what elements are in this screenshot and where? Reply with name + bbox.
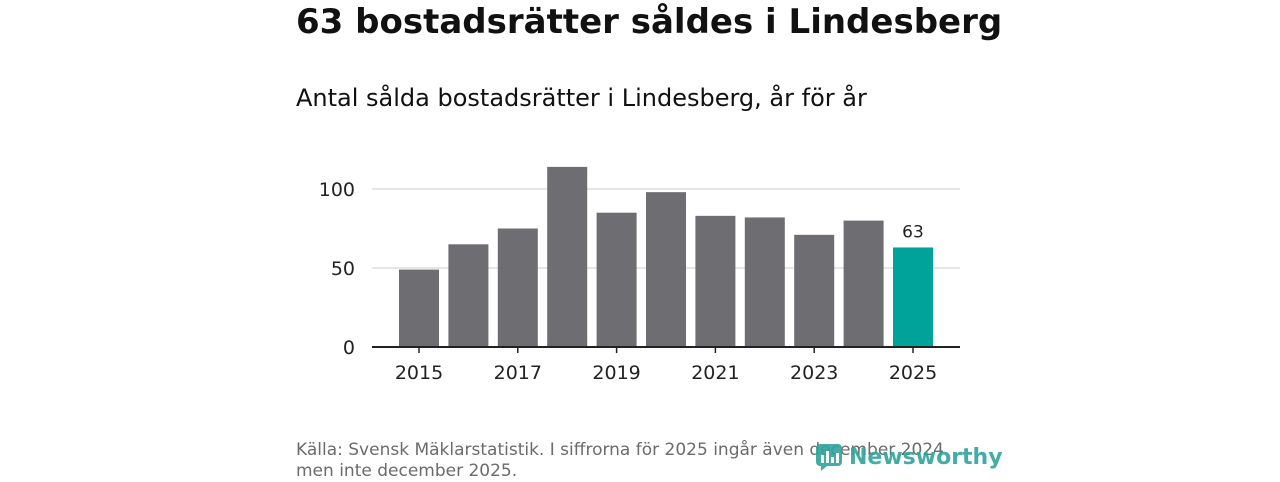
bar-2025 — [893, 247, 933, 347]
bar-2016 — [448, 244, 489, 347]
data-label-2025: 63 — [902, 222, 924, 242]
bar-2022 — [744, 217, 785, 347]
bar-2017 — [497, 228, 538, 347]
bar-2024 — [843, 220, 884, 347]
y-tick-label-50: 50 — [331, 258, 355, 280]
bar-2019 — [596, 212, 637, 347]
bar-chart-icon — [816, 444, 842, 471]
chart-title: 63 bostadsrätter såldes i Lindesberg — [296, 2, 1003, 42]
bar-2023 — [794, 234, 835, 347]
source-note: Källa: Svensk Mäklarstatistik. I siffror… — [296, 440, 944, 481]
bar-2021 — [695, 215, 736, 347]
brand-name: Newsworthy — [849, 444, 1003, 470]
x-tick-label-2021: 2021 — [691, 362, 739, 384]
bar-2015 — [399, 269, 439, 347]
x-tick-label-2025: 2025 — [889, 362, 937, 384]
x-tick-label-2017: 2017 — [494, 362, 542, 384]
y-tick-label-100: 100 — [319, 179, 355, 201]
newsworthy-logo: Newsworthy — [815, 443, 1003, 471]
x-tick-label-2015: 2015 — [395, 362, 443, 384]
x-tick-label-2019: 2019 — [592, 362, 640, 384]
chart-subtitle: Antal sålda bostadsrätter i Lindesberg, … — [296, 84, 867, 112]
bar-2018 — [547, 166, 588, 347]
bar-2020 — [646, 192, 686, 347]
y-tick-label-0: 0 — [343, 337, 355, 359]
x-tick-label-2023: 2023 — [790, 362, 838, 384]
